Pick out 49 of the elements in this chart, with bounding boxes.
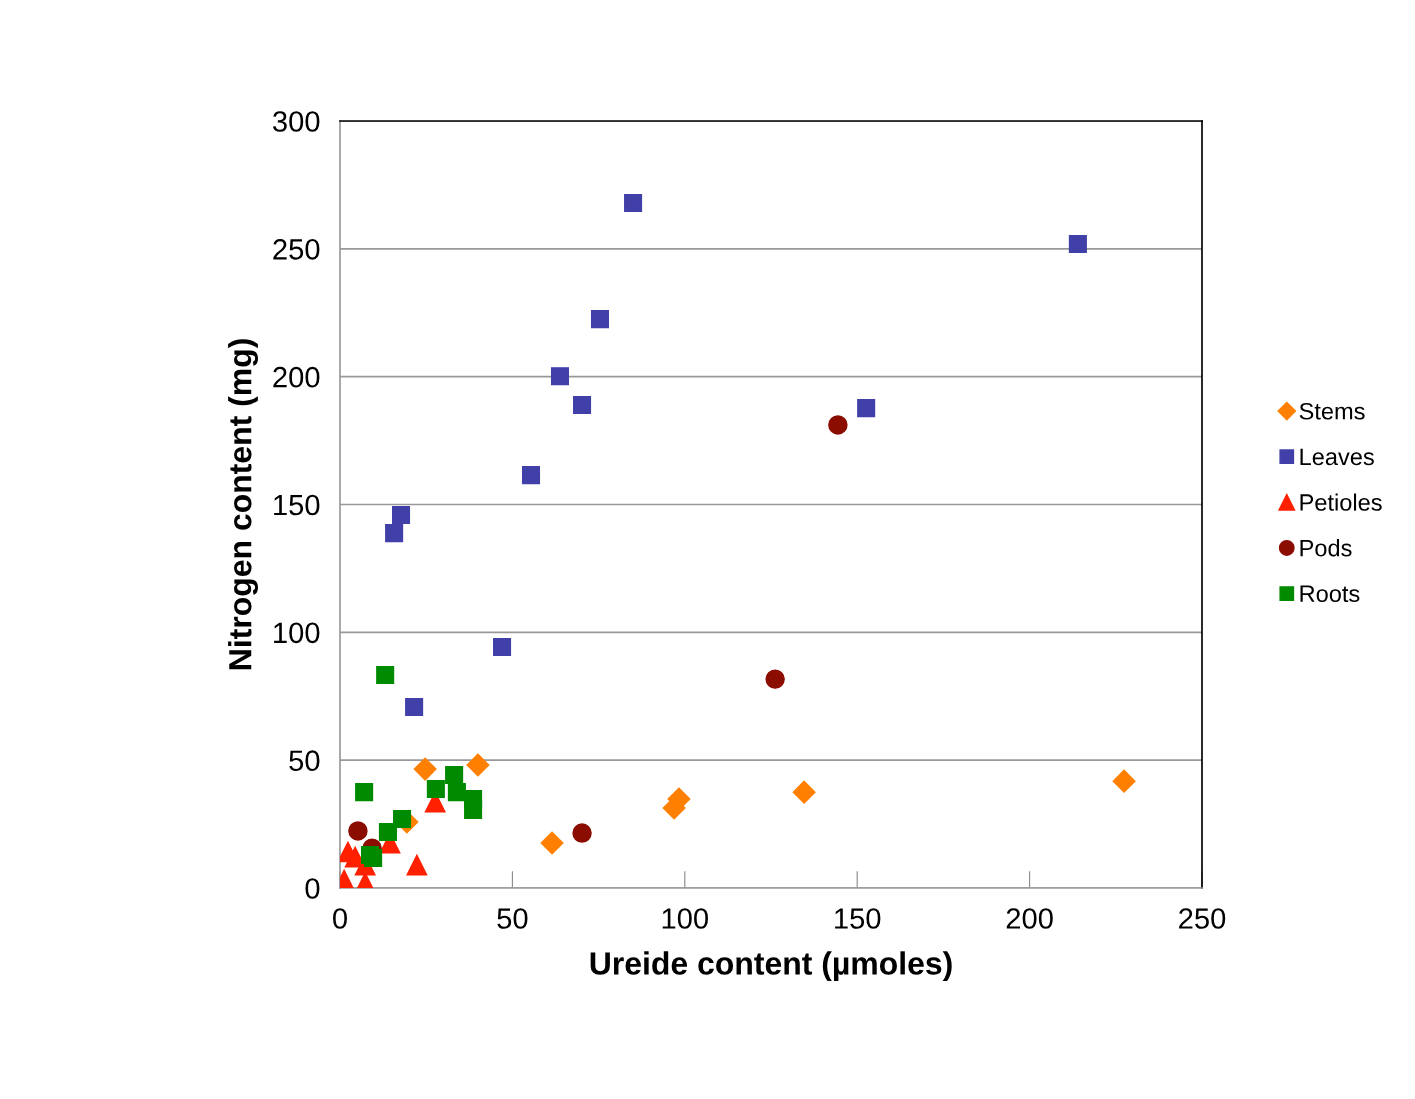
- point: [405, 697, 424, 717]
- x-tick-label: 200: [1006, 908, 1053, 929]
- y-tick-label: 300: [273, 111, 320, 132]
- x-axis-title: Ureide content (µmoles): [590, 951, 952, 982]
- x-tick-label: 250: [1179, 908, 1226, 929]
- point: [393, 809, 412, 828]
- point: [378, 822, 397, 842]
- point: [392, 505, 411, 525]
- point: [857, 399, 876, 418]
- point: [624, 194, 643, 213]
- legend-label: Stems: [1299, 402, 1365, 420]
- y-tick-label: 150: [274, 494, 320, 516]
- point: [792, 780, 816, 804]
- point: [540, 831, 564, 855]
- point: [573, 396, 592, 415]
- point: [464, 800, 483, 820]
- point: [385, 524, 404, 543]
- point: [355, 783, 374, 802]
- x-tick-label: 50: [497, 908, 528, 929]
- point: [447, 783, 466, 802]
- point: [406, 854, 428, 876]
- point: [572, 823, 592, 843]
- point: [521, 466, 541, 485]
- legend-label: Roots: [1300, 585, 1360, 603]
- y-axis-title: Nitrogen content (mg): [228, 339, 259, 670]
- point: [828, 415, 848, 435]
- point: [1068, 234, 1087, 254]
- x-tick-label: 150: [835, 908, 881, 929]
- point: [376, 666, 395, 685]
- y-tick-label: 50: [289, 750, 320, 772]
- point: [445, 765, 464, 785]
- point: [466, 753, 490, 777]
- point: [493, 637, 512, 656]
- point: [348, 821, 368, 841]
- point: [426, 780, 445, 799]
- legend-label: Petioles: [1300, 493, 1382, 511]
- y-tick-label: 0: [305, 878, 320, 899]
- y-tick-label: 250: [273, 239, 320, 260]
- point: [765, 669, 785, 689]
- legend-label: Pods: [1300, 539, 1352, 557]
- point: [590, 310, 610, 329]
- y-tick-label: 200: [273, 366, 320, 388]
- legend-label: Leaves: [1300, 448, 1374, 466]
- point: [1112, 769, 1136, 793]
- x-tick-label: 0: [333, 908, 347, 929]
- y-tick-label: 100: [274, 622, 320, 644]
- point: [413, 757, 437, 781]
- x-tick-label: 100: [662, 908, 708, 929]
- point: [550, 367, 570, 386]
